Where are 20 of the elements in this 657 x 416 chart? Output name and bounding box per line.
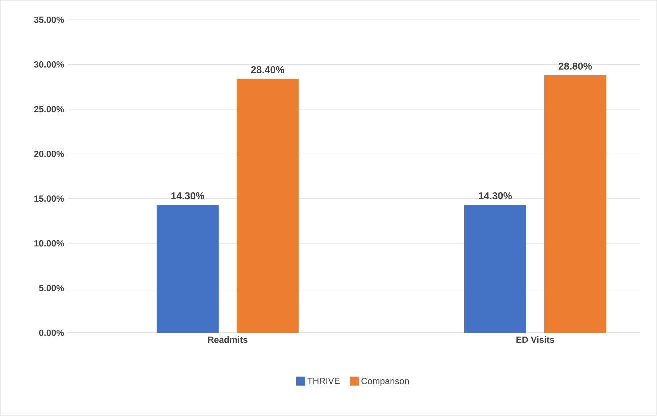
y-tick-label: 30.00%: [34, 62, 64, 68]
y-tick-label: 0.00%: [39, 330, 64, 336]
data-label: 28.80%: [558, 62, 592, 70]
legend-label: Comparison: [362, 378, 409, 386]
y-tick-label: 15.00%: [34, 196, 64, 202]
y-tick-label: 20.00%: [34, 150, 64, 158]
x-tick-label: ED Visits: [516, 336, 554, 344]
bar: [544, 75, 606, 333]
data-label: 14.30%: [172, 192, 205, 200]
legend-label: THRIVE: [308, 378, 340, 384]
y-tick-label: 35.00%: [34, 16, 64, 24]
data-label: 14.30%: [479, 192, 512, 200]
y-tick-label: 5.00%: [39, 285, 64, 292]
y-tick-label: 10.00%: [34, 240, 64, 247]
x-tick-label: Readmits: [208, 336, 248, 344]
bar: [236, 79, 299, 333]
data-label: 28.40%: [251, 66, 285, 74]
bar: [464, 205, 526, 333]
bar: [156, 205, 219, 333]
y-tick-label: 25.00%: [34, 106, 64, 113]
